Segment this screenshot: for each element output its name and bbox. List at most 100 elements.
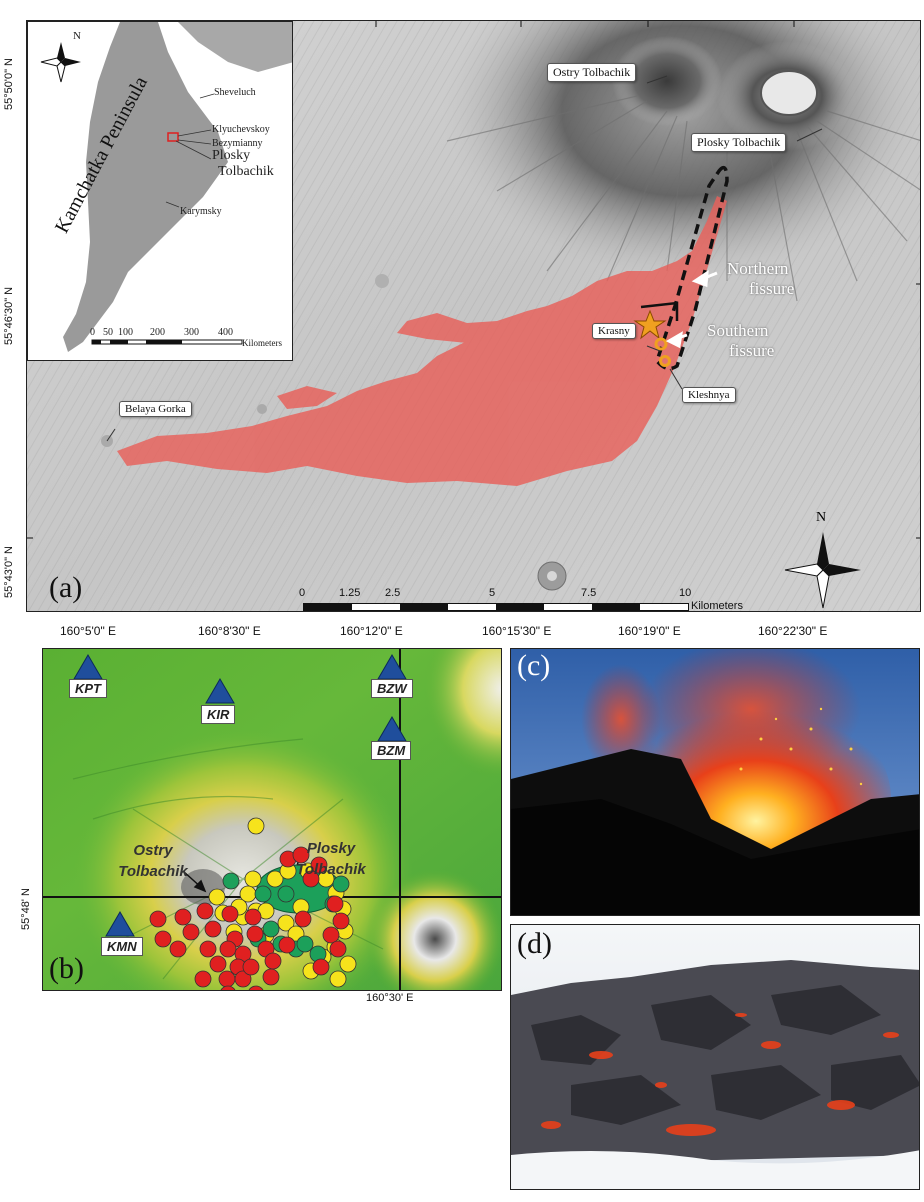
- green-event-marker: [332, 875, 350, 893]
- plosky-tolbachik-label: Plosky Tolbachik: [271, 838, 391, 880]
- red-event-marker: [292, 846, 310, 864]
- red-event-marker: [278, 936, 296, 954]
- red-event-marker: [302, 870, 320, 888]
- green-event-marker: [222, 872, 240, 890]
- red-event-marker: [149, 910, 167, 928]
- yellow-event-marker: [329, 970, 347, 988]
- eruption-photo: [511, 649, 919, 915]
- station-kmn-icon: [105, 911, 135, 937]
- callout-ostry-tolbachik: Ostry Tolbachik: [547, 63, 637, 82]
- callout-plosky-tolbachik: Plosky Tolbachik: [691, 133, 787, 152]
- red-event-marker: [294, 910, 312, 928]
- southern-fissure-label: Southern fissure: [707, 321, 774, 361]
- inset-scale-0: 0: [90, 327, 95, 338]
- vent-marker: [654, 337, 668, 351]
- station-label-kmn: KMN: [101, 937, 143, 956]
- red-event-marker: [326, 895, 344, 913]
- inset-sheveluch: Sheveluch: [214, 87, 256, 98]
- red-event-marker: [196, 902, 214, 920]
- lat-label: 55°46'30" N: [3, 286, 15, 345]
- red-event-marker: [262, 968, 280, 986]
- red-event-marker: [329, 940, 347, 958]
- green-event-marker: [296, 935, 314, 953]
- panel-b-terrain: [43, 649, 501, 990]
- inset-scale-100: 100: [118, 327, 133, 338]
- red-event-marker: [174, 908, 192, 926]
- inset-klyuchevskoy: Klyuchevskoy: [212, 124, 270, 135]
- eruption-start-star: [633, 309, 667, 340]
- ostry-label-line2: Tolbachik: [118, 863, 188, 880]
- lon-label: 160°19'0" E: [618, 624, 681, 638]
- northern-fissure-line2: fissure: [749, 279, 795, 298]
- panel-b-letter: (b): [49, 952, 84, 985]
- station-label-bzw: BZW: [371, 679, 413, 698]
- plosky-label-line1: Plosky: [306, 840, 356, 857]
- southern-fissure-line1: Southern: [707, 321, 769, 340]
- red-event-marker: [182, 923, 200, 941]
- inset-scale-300: 300: [184, 327, 199, 338]
- red-event-marker: [234, 970, 252, 988]
- panel-b-lon-label: 160°30' E: [366, 992, 414, 1004]
- red-event-marker: [332, 912, 350, 930]
- scale-tick: 0: [299, 587, 306, 599]
- fissure-outline: [655, 165, 729, 371]
- inset-scale-400: 400: [218, 327, 233, 338]
- red-event-marker: [220, 985, 236, 990]
- station-kir-icon: [205, 678, 235, 704]
- red-event-marker: [154, 930, 172, 948]
- panel-a-map: Ostry Tolbachik Plosky Tolbachik Krasny …: [26, 20, 921, 612]
- callout-krasny: Krasny: [592, 323, 636, 339]
- green-event-marker: [254, 885, 272, 903]
- southern-fissure-line2: fissure: [729, 341, 775, 360]
- scale-tick: 5: [489, 587, 496, 599]
- station-label-kpt: KPT: [69, 679, 107, 698]
- ostry-tolbachik-label: Ostry Tolbachik: [93, 840, 213, 882]
- red-event-marker: [310, 856, 328, 874]
- panel-b-map: Ostry Tolbachik Plosky Tolbachik KPT KIR…: [42, 648, 502, 991]
- red-event-marker: [199, 940, 217, 958]
- red-event-marker: [209, 955, 227, 973]
- red-event-marker: [204, 920, 222, 938]
- scale-tick: 7.5: [581, 587, 597, 599]
- lava-flow: [117, 196, 727, 486]
- inset-plosky: Plosky: [212, 148, 251, 163]
- plosky-label-line2: Tolbachik: [296, 861, 366, 878]
- red-event-marker: [246, 925, 264, 943]
- inset-scale-200: 200: [150, 327, 165, 338]
- panel-c-photo: (c): [510, 648, 920, 916]
- green-event-marker: [262, 920, 280, 938]
- yellow-event-marker: [277, 914, 295, 932]
- red-event-marker: [218, 970, 236, 988]
- inset-bezymianny: Bezymianny: [212, 138, 263, 149]
- red-event-marker: [322, 926, 340, 944]
- panel-b-lat-label: 55°48' N: [20, 888, 32, 930]
- north-label: N: [816, 510, 827, 525]
- lon-label: 160°22'30" E: [758, 624, 828, 638]
- ostry-label-line1: Ostry: [133, 842, 173, 859]
- red-event-marker: [221, 905, 239, 923]
- yellow-event-marker: [244, 870, 262, 888]
- inset-scale-50: 50: [103, 327, 113, 338]
- red-event-marker: [244, 908, 262, 926]
- lon-label: 160°5'0" E: [60, 624, 117, 638]
- lava-flow-photo: [511, 925, 919, 1189]
- inset-scale-unit: Kilometers: [242, 338, 282, 348]
- yellow-event-marker: [208, 888, 226, 906]
- vent-marker: [659, 355, 671, 367]
- panel-a-letter: (a): [49, 571, 83, 604]
- lat-label: 55°43'0" N: [3, 546, 15, 598]
- lon-label: 160°15'30" E: [482, 624, 552, 638]
- scale-tick: 1.25: [339, 587, 361, 599]
- lon-label: 160°12'0" E: [340, 624, 403, 638]
- inset-karymsky: Karymsky: [180, 206, 222, 217]
- lon-label: 160°8'30" E: [198, 624, 261, 638]
- scale-bar: [303, 603, 689, 611]
- inset-tolbachik: Tolbachik: [218, 164, 274, 179]
- station-label-bzm: BZM: [371, 741, 412, 760]
- panel-c-letter: (c): [517, 649, 551, 682]
- scale-unit: Kilometers: [691, 600, 743, 612]
- red-event-marker: [264, 952, 282, 970]
- yellow-event-marker: [247, 817, 265, 835]
- callout-belaya-gorka: Belaya Gorka: [119, 401, 192, 417]
- inset-map: N Kamchatka Peninsula Sheveluch Klyuchev…: [27, 21, 293, 361]
